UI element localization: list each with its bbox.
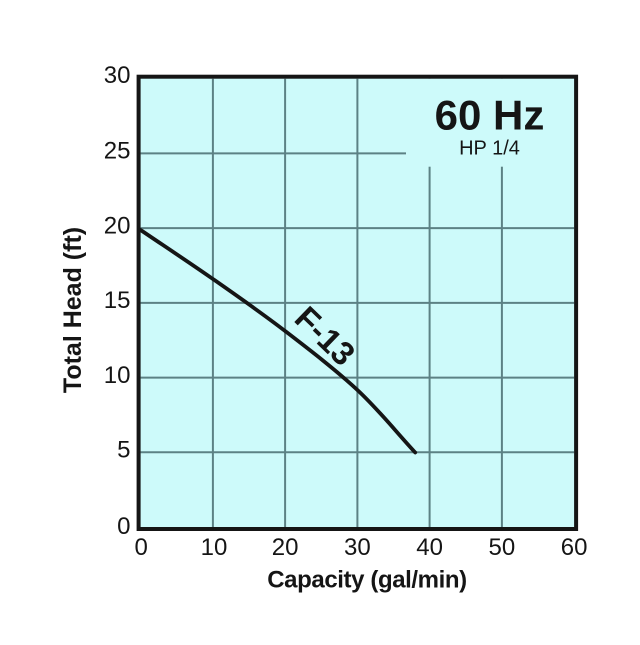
svg-text:15: 15	[104, 287, 131, 314]
svg-text:50: 50	[489, 534, 516, 561]
svg-text:30: 30	[104, 62, 131, 89]
svg-text:20: 20	[104, 212, 131, 239]
svg-text:Total Head (ft): Total Head (ft)	[59, 227, 87, 393]
svg-text:Capacity (gal/min): Capacity (gal/min)	[267, 567, 467, 594]
svg-text:60 Hz: 60 Hz	[435, 92, 545, 139]
svg-text:40: 40	[416, 534, 443, 561]
svg-text:25: 25	[104, 138, 131, 165]
svg-text:20: 20	[272, 534, 299, 561]
svg-text:30: 30	[344, 534, 371, 561]
svg-text:10: 10	[104, 362, 131, 389]
svg-text:60: 60	[561, 534, 588, 561]
svg-text:0: 0	[135, 534, 148, 561]
svg-text:HP 1/4: HP 1/4	[459, 138, 520, 160]
svg-text:0: 0	[117, 513, 130, 540]
svg-text:5: 5	[117, 437, 130, 464]
svg-text:10: 10	[201, 534, 228, 561]
